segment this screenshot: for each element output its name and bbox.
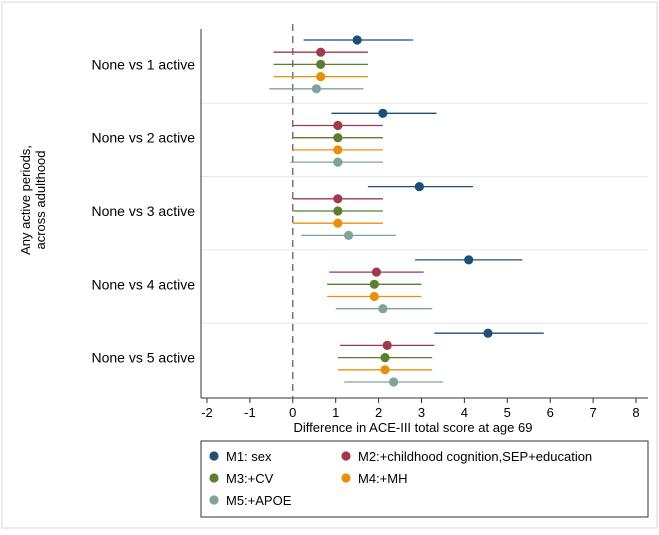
category-label: None vs 1 active [92, 56, 196, 72]
x-tick-label: 8 [632, 405, 639, 420]
point-estimate-m2 [333, 120, 343, 131]
legend-label-m5: M5:+APOE [226, 493, 292, 508]
point-estimate-m5 [311, 84, 321, 94]
point-estimate-m3 [316, 59, 326, 69]
x-tick-label: -2 [201, 405, 213, 420]
point-estimate-m2 [382, 340, 392, 350]
legend-marker-m4 [341, 473, 351, 483]
legend-marker-m5 [209, 495, 219, 505]
point-estimate-m5 [378, 304, 388, 314]
x-tick-label: 6 [547, 405, 554, 420]
x-tick-label: 4 [461, 405, 468, 420]
legend-marker-m3 [209, 473, 219, 483]
point-estimate-m4 [369, 291, 379, 302]
x-tick-label: -1 [244, 405, 256, 420]
point-estimate-m3 [380, 353, 390, 363]
point-estimate-m2 [316, 47, 326, 57]
x-tick-label: 3 [418, 405, 425, 420]
legend-label-m4: M4:+MH [358, 471, 407, 486]
category-label: None vs 5 active [92, 350, 196, 366]
point-estimate-m4 [316, 72, 326, 82]
x-tick-label: 7 [589, 405, 596, 420]
point-estimate-m1 [378, 108, 388, 118]
legend-marker-m1 [209, 451, 219, 461]
point-estimate-m2 [371, 267, 382, 277]
x-tick-label: 0 [289, 405, 296, 420]
point-estimate-m2 [333, 194, 343, 204]
point-estimate-m4 [333, 145, 343, 155]
point-estimate-m5 [389, 377, 399, 387]
point-estimate-m5 [343, 230, 354, 240]
point-estimate-m3 [333, 206, 343, 216]
x-tick-label: 1 [332, 405, 339, 420]
category-label: None vs 2 active [92, 130, 196, 146]
point-estimate-m1 [483, 328, 493, 338]
legend-label-m3: M3:+CV [226, 471, 274, 486]
point-estimate-m1 [414, 182, 424, 192]
point-estimate-m4 [380, 365, 390, 375]
legend-box [200, 440, 649, 518]
point-estimate-m1 [352, 35, 362, 45]
x-tick-label: 2 [375, 405, 382, 420]
point-estimate-m3 [333, 133, 343, 143]
point-estimate-m5 [333, 157, 343, 167]
category-label: None vs 4 active [92, 276, 196, 292]
x-axis-title: Difference in ACE-III total score at age… [294, 420, 533, 435]
category-label: None vs 3 active [92, 203, 196, 219]
point-estimate-m3 [369, 279, 379, 289]
legend-label-m2: M2:+childhood cognition,SEP+education [358, 449, 592, 464]
x-tick-label: 5 [504, 405, 511, 420]
y-axis-title: Any active periods,across adulthood [18, 145, 48, 255]
point-estimate-m1 [464, 255, 474, 265]
y-axis-title-line: across adulthood [33, 150, 48, 249]
y-axis-title-line: Any active periods, [18, 145, 33, 255]
point-estimate-m4 [333, 218, 343, 228]
legend-marker-m2 [341, 451, 351, 461]
legend-label-m1: M1: sex [226, 449, 272, 464]
